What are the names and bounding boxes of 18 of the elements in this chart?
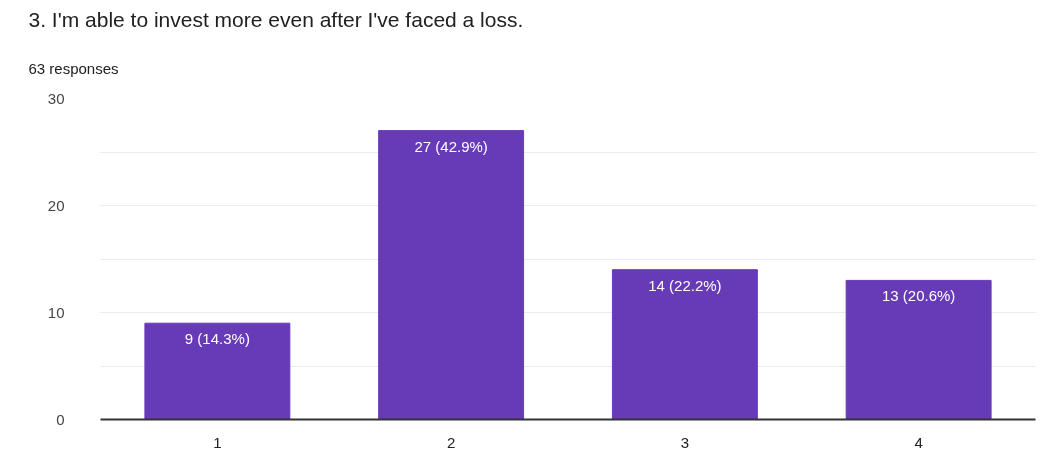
y-tick-label: 30: [47, 89, 65, 107]
chart-subtitle: 63 responses: [28, 59, 119, 77]
data-label: 27 (42.9%): [414, 137, 488, 155]
bar: [378, 130, 525, 420]
bar: [144, 322, 291, 420]
x-tick-label: 1: [213, 433, 222, 451]
data-label: 14 (22.2%): [648, 276, 722, 294]
x-tick-label: 4: [914, 433, 923, 451]
x-tick-label: 2: [446, 433, 456, 451]
chart-title: 3. I'm able to invest more even after I've faced a loss.: [28, 7, 524, 31]
bar: [611, 269, 758, 420]
data-label: 9 (14.3%): [184, 330, 250, 348]
bar: [845, 279, 992, 420]
y-tick-label: 0: [56, 410, 65, 428]
y-tick-label: 20: [47, 196, 65, 214]
x-tick-label: 3: [680, 433, 690, 451]
y-tick-label: 10: [47, 303, 65, 321]
data-label: 13 (20.6%): [881, 287, 956, 305]
